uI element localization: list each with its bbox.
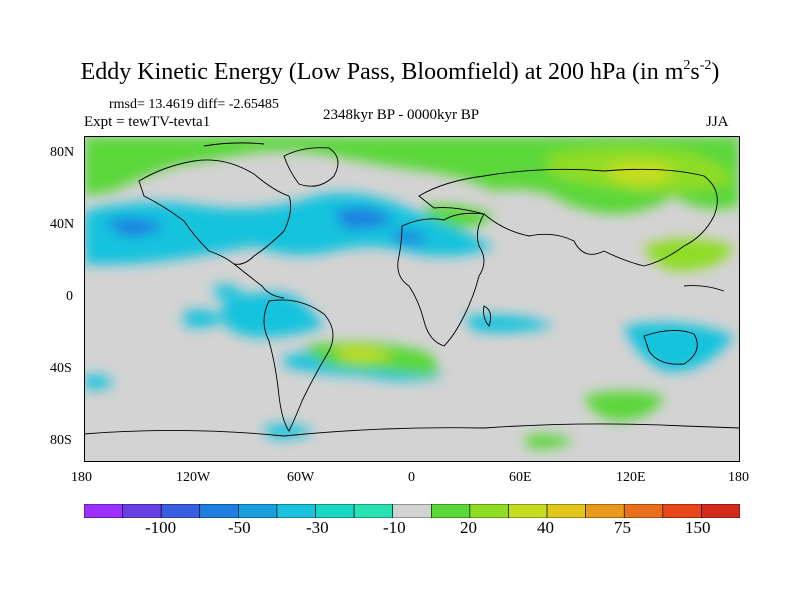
colorbar-box — [199, 504, 239, 518]
colorbar-label: 40 — [537, 518, 554, 537]
colorbar-box — [469, 504, 509, 518]
lon-tick-label: 120E — [616, 470, 646, 485]
colorbar-label: 20 — [460, 518, 477, 537]
colorbar-box — [238, 504, 278, 518]
colorbar-box — [546, 504, 586, 518]
colorbar-box — [508, 504, 548, 518]
colorbar-box — [276, 504, 316, 518]
colorbar — [84, 504, 740, 518]
lon-tick-label: 0 — [408, 470, 415, 485]
lon-tick-label: 60E — [509, 470, 532, 485]
colorbar-label: 75 — [614, 518, 631, 537]
lat-tick-label: 40N — [50, 217, 75, 232]
lat-tick-label: 80S — [50, 433, 72, 448]
lat-tick-label: 40S — [50, 361, 72, 376]
map-frame — [84, 136, 740, 462]
colorbar-label: -100 — [145, 518, 177, 537]
lon-tick-label: 180 — [728, 470, 749, 485]
colorbar-label: -50 — [228, 518, 251, 537]
lat-tick-label: 0 — [66, 289, 73, 304]
colorbar-box — [623, 504, 664, 518]
chart-title: Eddy Kinetic Energy (Low Pass, Bloomfiel… — [80, 58, 720, 85]
colorbar-box — [662, 504, 702, 518]
colorbar-box — [392, 504, 432, 518]
colorbar-label: 150 — [685, 518, 711, 537]
colorbar-box — [122, 504, 162, 518]
colorbar-box — [84, 504, 123, 518]
season-label: JJA — [706, 114, 729, 130]
period-label: 2348kyr BP - 0000kyr BP — [323, 107, 480, 123]
colorbar-box — [315, 504, 355, 518]
colorbar-box — [353, 504, 394, 518]
colorbar-label: -30 — [306, 518, 329, 537]
colorbar-label: -10 — [383, 518, 406, 537]
colorbar-box — [701, 504, 740, 518]
lon-tick-label: 60W — [287, 470, 315, 485]
experiment-label: Expt = tewTV-tevta1 — [84, 114, 211, 130]
eke-field — [84, 136, 740, 449]
lat-tick-label: 80N — [50, 145, 75, 160]
colorbar-box — [430, 504, 471, 518]
lon-tick-label: 180 — [71, 470, 92, 485]
colorbar-box — [585, 504, 625, 518]
map-panel — [84, 136, 740, 462]
stats-text: rmsd= 13.4619 diff= -2.65485 — [109, 97, 279, 112]
colorbar-box — [160, 504, 201, 518]
lon-tick-label: 120W — [176, 470, 211, 485]
coastlines — [84, 142, 740, 437]
